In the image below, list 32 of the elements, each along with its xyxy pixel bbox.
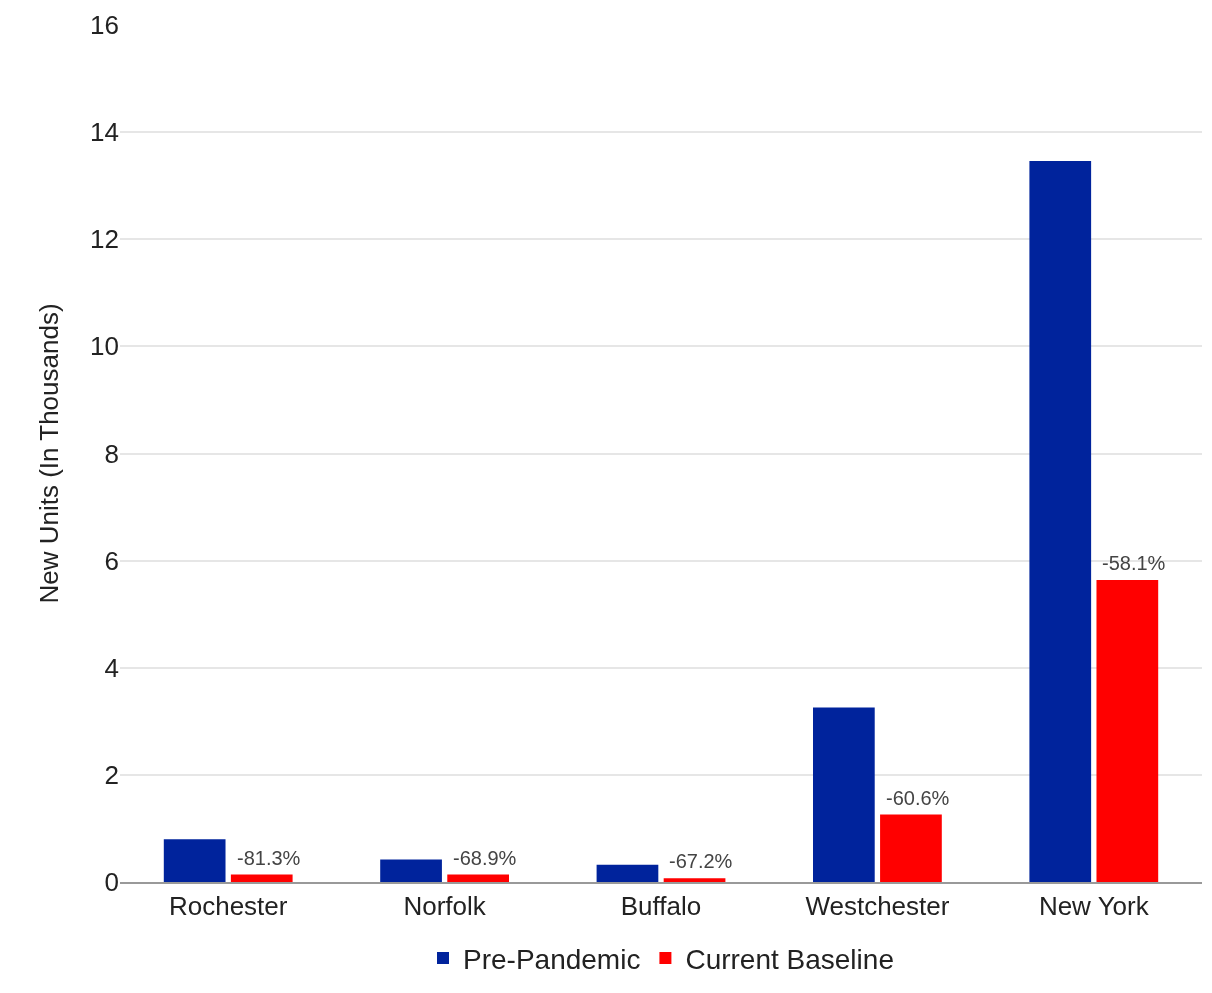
x-tick-label: Rochester: [168, 891, 288, 922]
legend-label: Pre-Pandemic: [463, 944, 641, 976]
y-axis-title: New Units (In Thousands): [34, 303, 64, 604]
bar: [663, 878, 726, 882]
y-tick-label: 12: [90, 224, 119, 255]
annotation: -60.6%: [886, 787, 950, 809]
annotation: -68.9%: [453, 847, 517, 869]
y-tick-label: 2: [104, 759, 119, 790]
bar: [163, 839, 226, 882]
legend-label: Current Baseline: [685, 944, 894, 976]
x-tick-label: Norfolk: [403, 891, 487, 922]
bar: [380, 859, 442, 882]
bar: [1029, 161, 1092, 882]
x-tick-label: Westchester: [805, 891, 950, 922]
bar: [230, 874, 293, 882]
y-tick-label: 8: [104, 438, 119, 469]
bar: [447, 874, 509, 882]
annotation: -81.3%: [237, 847, 301, 869]
bar: [813, 707, 875, 882]
annotation: -58.1%: [1102, 552, 1166, 574]
bar: [880, 814, 942, 882]
annotation: -67.2%: [669, 850, 733, 872]
y-tick-label: 10: [90, 331, 119, 362]
x-tick-label: Buffalo: [620, 891, 702, 922]
bar: [1096, 579, 1159, 882]
y-tick-label: 14: [90, 117, 119, 148]
y-tick-label: 16: [90, 10, 119, 41]
bar: [596, 864, 659, 882]
x-tick-label: New York: [1038, 891, 1150, 922]
y-tick-label: 4: [104, 652, 119, 683]
y-tick-label: 6: [104, 545, 119, 576]
y-tick-label: 0: [104, 867, 119, 898]
